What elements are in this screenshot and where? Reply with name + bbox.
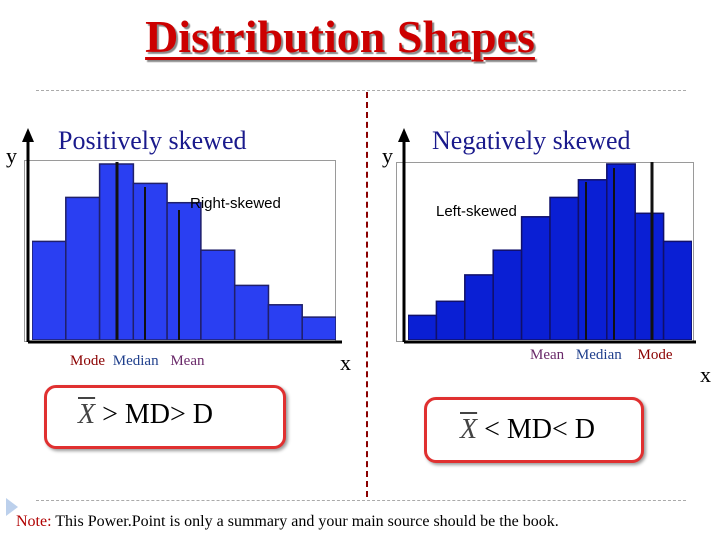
- page-title: Distribution Shapes: [145, 11, 535, 62]
- left-histogram-bar: [132, 182, 168, 340]
- right-histogram-bar: [634, 212, 665, 340]
- right-x-axis-label: x: [700, 362, 711, 387]
- right-histogram-bar: [492, 249, 523, 340]
- left-y-axis-label: y: [6, 143, 17, 168]
- bottom-divider: [36, 500, 686, 501]
- top-divider: [36, 90, 686, 91]
- legend-mode: Mode: [637, 347, 673, 363]
- corner-triangle-icon: [6, 498, 18, 516]
- right-y-axis-label: y: [382, 143, 393, 168]
- left-formula-text: > MD> D: [95, 399, 214, 430]
- right-histogram-bar: [662, 240, 692, 340]
- right-histogram: [408, 162, 692, 340]
- mean-symbol: X: [78, 399, 96, 430]
- center-divider: [366, 92, 368, 497]
- right-formula-text: < MD< D: [477, 414, 596, 445]
- right-inner-label: Left-skewed: [436, 203, 517, 220]
- left-formula: X > MD> D: [78, 399, 213, 431]
- left-formula-box: [44, 385, 286, 449]
- left-histogram-bar: [32, 240, 67, 340]
- legend-mean: Mean: [170, 353, 205, 369]
- legend-median: Median: [112, 353, 159, 369]
- right-histogram-bar: [464, 274, 494, 340]
- left-inner-label: Right-skewed: [190, 195, 281, 212]
- right-axes: [398, 128, 696, 344]
- note-label: Note:: [16, 513, 52, 530]
- left-histogram-bar: [267, 304, 303, 340]
- left-legend: Mode Median Mean: [70, 353, 204, 370]
- left-x-axis-label: x: [340, 350, 351, 375]
- legend-mode: Mode: [70, 353, 105, 369]
- right-histogram-bar: [577, 179, 608, 340]
- right-subtitle: Negatively skewed: [432, 126, 631, 155]
- left-histogram-bar: [166, 201, 202, 340]
- footer-note: Note: This Power.Point is only a summary…: [16, 513, 559, 531]
- right-histogram-bar: [520, 216, 551, 340]
- left-histogram-bar: [301, 316, 336, 340]
- left-subtitle: Positively skewed: [58, 126, 247, 155]
- left-histogram-bar: [65, 196, 101, 340]
- right-legend: Mean Median Mode: [530, 347, 672, 364]
- right-histogram-bar: [435, 300, 466, 340]
- left-histogram-bar: [200, 249, 236, 340]
- right-formula-box: [424, 397, 644, 463]
- legend-median: Median: [575, 347, 622, 363]
- right-histogram-bar: [549, 196, 580, 340]
- left-histogram-bar: [233, 284, 270, 340]
- mean-symbol: X: [460, 414, 478, 445]
- note-text: This Power.Point is only a summary and y…: [51, 513, 559, 530]
- right-formula: X < MD< D: [460, 414, 595, 446]
- legend-mean: Mean: [530, 347, 565, 363]
- right-histogram-bar: [408, 314, 438, 340]
- left-histogram: [32, 162, 336, 340]
- left-axes: [22, 128, 342, 344]
- right-histogram-bar: [606, 163, 636, 340]
